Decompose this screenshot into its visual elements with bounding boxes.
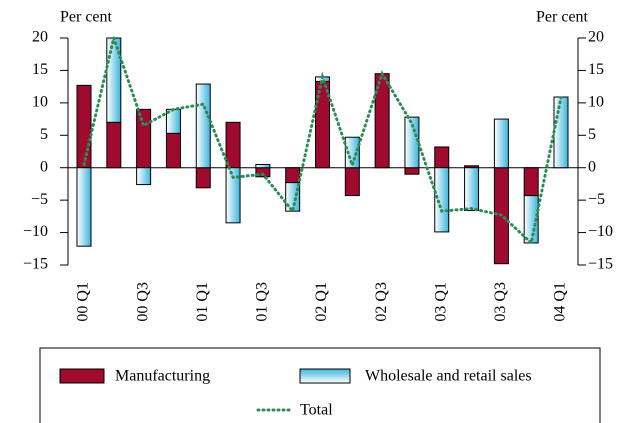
bar <box>195 83 211 169</box>
x-tick-label: 03 Q3 <box>492 282 509 322</box>
y-tick-label: 0 <box>40 158 48 175</box>
bar <box>255 163 271 169</box>
y2-tick-label: 15 <box>588 61 604 78</box>
bar <box>106 121 122 169</box>
bar <box>434 167 450 233</box>
x-tick-label: 02 Q1 <box>313 282 330 322</box>
y-tick-label: −15 <box>23 256 48 273</box>
x-tick-label: 00 Q3 <box>134 282 151 322</box>
bar <box>76 84 92 169</box>
y-tick-label: 10 <box>32 94 48 111</box>
y-tick-label: 5 <box>40 126 48 143</box>
bar <box>434 146 450 169</box>
legend-swatch <box>299 368 351 384</box>
legend-box <box>39 347 601 423</box>
x-tick-label: 03 Q1 <box>432 282 449 322</box>
y2-tick-label: −5 <box>588 191 605 208</box>
bar <box>404 167 420 175</box>
line <box>82 32 563 246</box>
bar <box>523 167 539 197</box>
y-axis-label: Per cent <box>60 9 113 26</box>
bar <box>76 167 92 247</box>
y-tick-label: 15 <box>32 61 48 78</box>
bar <box>344 167 360 197</box>
bar <box>225 167 241 224</box>
bar <box>464 167 480 212</box>
bar <box>344 136 360 169</box>
x-tick-label: 01 Q3 <box>254 282 271 322</box>
y2-tick-label: 5 <box>588 126 596 143</box>
bar <box>225 121 241 169</box>
x-tick-label: 02 Q3 <box>373 282 390 322</box>
y2-tick-label: 0 <box>588 158 596 175</box>
y2-tick-label: −10 <box>588 223 613 240</box>
legend-swatch <box>59 368 105 384</box>
y2-tick-label: 10 <box>588 94 604 111</box>
y2-tick-label: 20 <box>588 29 604 46</box>
legend-label: Total <box>300 402 333 419</box>
bar <box>553 96 569 169</box>
y2-axis-label: Per cent <box>536 9 589 26</box>
y-tick-label: −5 <box>31 191 48 208</box>
y2-tick-label: −15 <box>588 256 613 273</box>
bar <box>106 37 122 123</box>
y-tick-label: 20 <box>32 29 48 46</box>
x-tick-label: 04 Q1 <box>552 282 569 322</box>
y-tick-label: −10 <box>23 223 48 240</box>
legend-label: Wholesale and retail sales <box>365 368 532 385</box>
bar <box>136 108 152 169</box>
bar <box>493 118 509 169</box>
bar <box>195 167 211 189</box>
x-tick-label: 00 Q1 <box>75 282 92 322</box>
bar <box>165 132 181 169</box>
bar <box>136 167 152 186</box>
legend-label: Manufacturing <box>115 368 210 385</box>
x-tick-label: 01 Q1 <box>194 282 211 322</box>
bar <box>285 167 301 184</box>
